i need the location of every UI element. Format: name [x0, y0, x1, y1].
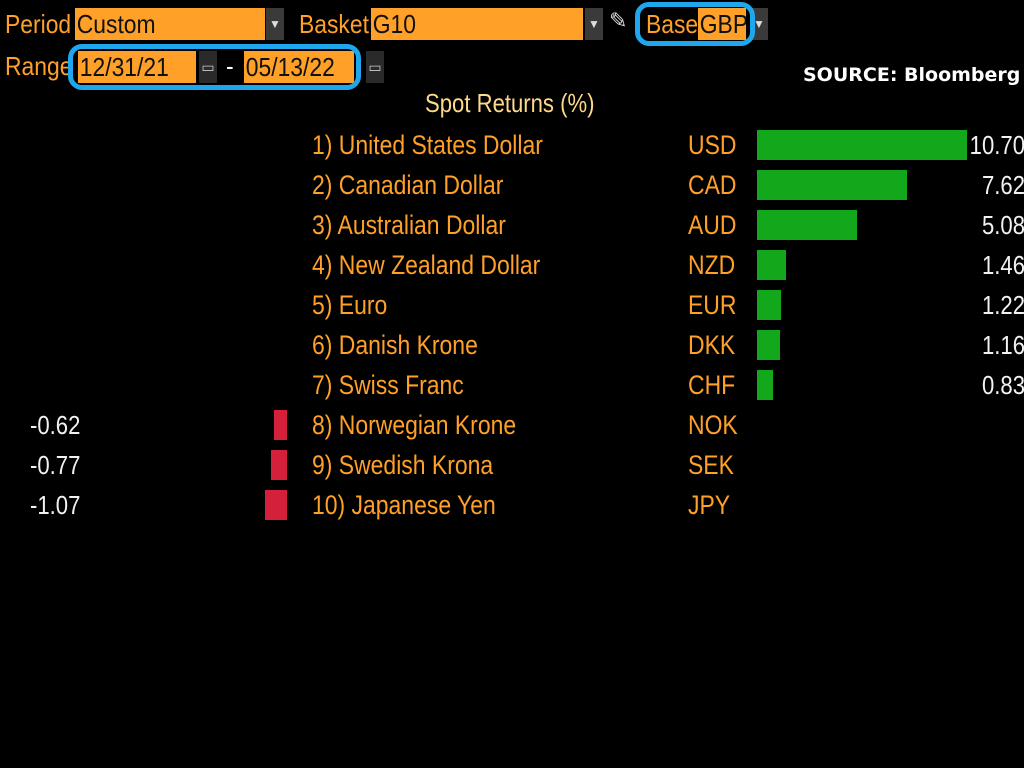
base-value: GBP	[699, 9, 746, 39]
source-label: SOURCE: Bloomberg	[803, 64, 1021, 86]
return-value: 1.16	[981, 330, 1024, 360]
range-end-value: 05/13/22	[245, 52, 335, 82]
chevron-down-icon[interactable]: ▼	[266, 8, 284, 40]
range-start-input[interactable]: 12/31/21	[78, 51, 196, 83]
table-row[interactable]: 8) Norwegian Krone NOK -0.62	[0, 406, 1024, 444]
table-row[interactable]: 7) Swiss Franc CHF 0.83	[0, 366, 1024, 404]
return-value: 7.62	[981, 170, 1024, 200]
base-highlight	[635, 2, 755, 46]
positive-bar	[757, 290, 781, 320]
positive-bar	[757, 130, 967, 160]
negative-bar	[265, 490, 287, 520]
return-value: -0.77	[30, 450, 81, 480]
return-value: 10.70	[969, 130, 1024, 160]
range-start-value: 12/31/21	[79, 52, 169, 82]
return-value: 0.83	[981, 370, 1024, 400]
positive-bar	[757, 170, 907, 200]
period-label: Period	[5, 9, 72, 39]
currency-name: 9) Swedish Krona	[312, 450, 494, 480]
positive-bar	[757, 370, 773, 400]
basket-select[interactable]: G10	[371, 8, 583, 40]
basket-value: G10	[372, 9, 417, 39]
currency-code: CAD	[688, 170, 737, 200]
currency-name: 1) United States Dollar	[312, 130, 543, 160]
range-end-input[interactable]: 05/13/22	[244, 51, 354, 83]
currency-name: 7) Swiss Franc	[312, 370, 464, 400]
table-row[interactable]: 10) Japanese Yen JPY -1.07	[0, 486, 1024, 524]
currency-name: 3) Australian Dollar	[312, 210, 506, 240]
currency-name: 10) Japanese Yen	[312, 490, 496, 520]
table-row[interactable]: 6) Danish Krone DKK 1.16	[0, 326, 1024, 364]
range-highlight	[68, 44, 361, 90]
chart-title: Spot Returns (%)	[425, 88, 595, 118]
table-row[interactable]: 4) New Zealand Dollar NZD 1.46	[0, 246, 1024, 284]
period-value: Custom	[76, 9, 156, 39]
range-separator: -	[226, 51, 234, 81]
table-row[interactable]: 3) Australian Dollar AUD 5.08	[0, 206, 1024, 244]
currency-name: 8) Norwegian Krone	[312, 410, 517, 440]
currency-code: NZD	[688, 250, 736, 280]
table-row[interactable]: 9) Swedish Krona SEK -0.77	[0, 446, 1024, 484]
currency-code: USD	[688, 130, 737, 160]
currency-code: CHF	[688, 370, 736, 400]
positive-bar	[757, 250, 786, 280]
return-value: -0.62	[30, 410, 81, 440]
positive-bar	[757, 210, 857, 240]
currency-code: JPY	[688, 490, 731, 520]
currency-name: 2) Canadian Dollar	[312, 170, 504, 200]
negative-bar	[271, 450, 287, 480]
currency-code: DKK	[688, 330, 736, 360]
range-label: Range	[5, 51, 73, 81]
table-row[interactable]: 5) Euro EUR 1.22	[0, 286, 1024, 324]
calendar-icon[interactable]: ▭	[366, 51, 384, 83]
pencil-icon[interactable]: ✎	[609, 8, 628, 33]
return-value: 1.22	[981, 290, 1024, 320]
positive-bar	[757, 330, 780, 360]
table-row[interactable]: 2) Canadian Dollar CAD 7.62	[0, 166, 1024, 204]
negative-bar	[274, 410, 287, 440]
currency-name: 4) New Zealand Dollar	[312, 250, 541, 280]
currency-name: 5) Euro	[312, 290, 388, 320]
currency-code: AUD	[688, 210, 737, 240]
chevron-down-icon[interactable]: ▼	[585, 8, 603, 40]
calendar-icon[interactable]: ▭	[199, 51, 217, 83]
currency-code: SEK	[688, 450, 734, 480]
base-select[interactable]: GBP	[698, 8, 746, 40]
return-value: -1.07	[30, 490, 81, 520]
basket-label: Basket	[299, 9, 369, 39]
table-row[interactable]: 1) United States Dollar USD 10.70	[0, 126, 1024, 164]
return-value: 5.08	[981, 210, 1024, 240]
return-value: 1.46	[981, 250, 1024, 280]
base-label: Base	[646, 9, 699, 39]
period-select[interactable]: Custom	[75, 8, 265, 40]
currency-code: EUR	[688, 290, 737, 320]
currency-name: 6) Danish Krone	[312, 330, 478, 360]
currency-code: NOK	[688, 410, 738, 440]
